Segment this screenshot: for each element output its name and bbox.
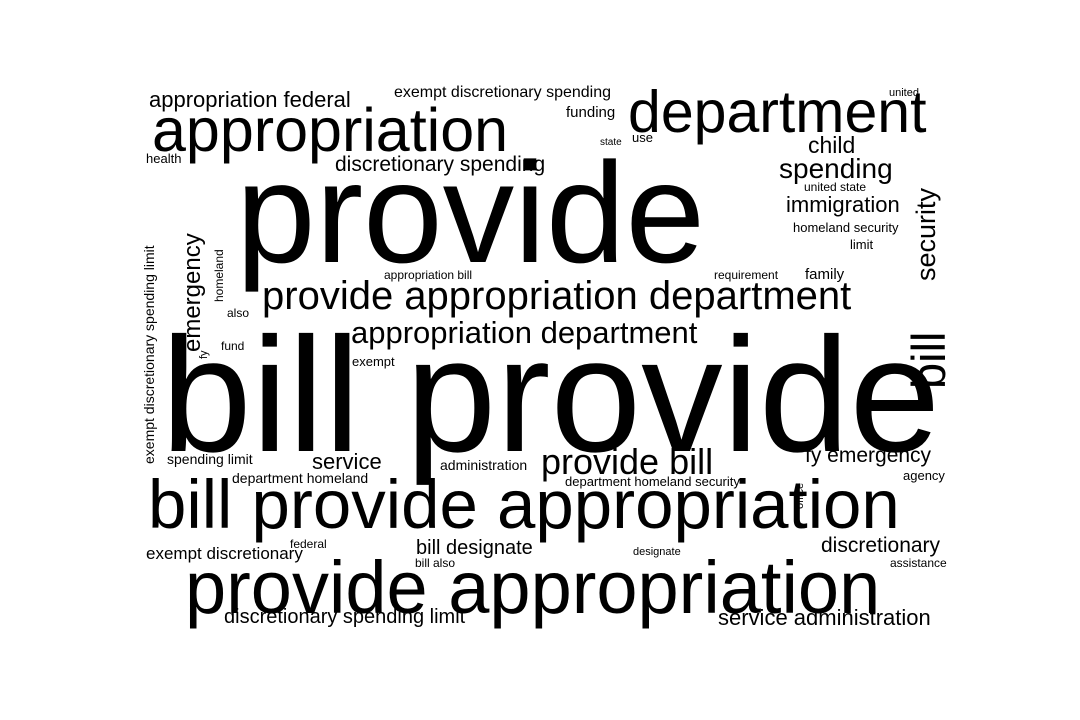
word-exempt-discretionary-spending-limit: exempt discretionary spending limit [141, 245, 157, 464]
word-emergency: emergency [179, 233, 206, 352]
word-united-state: united state [804, 180, 867, 194]
word-bill-provide-appropriation: bill provide appropriation [148, 466, 900, 543]
word-appropriation-department: appropriation department [351, 315, 698, 350]
word-exempt-discretionary: exempt discretionary [146, 544, 303, 563]
word-discretionary: discretionary [821, 534, 941, 557]
word-discretionary-spending-limit: discretionary spending limit [224, 606, 466, 628]
word-administration: administration [440, 457, 528, 473]
word-department-homeland-security: department homeland security [565, 474, 740, 489]
word-bill-provide: bill provide [161, 303, 941, 486]
word-federal: federal [290, 537, 327, 551]
word-fy: fy [198, 350, 210, 359]
word-funding: funding [566, 104, 616, 121]
word-provide-appropriation-department: provide appropriation department [262, 274, 852, 318]
word-health: health [146, 151, 182, 166]
word-department: department [628, 79, 927, 145]
word-requirement: requirement [714, 268, 779, 282]
word-immigration: immigration [786, 192, 900, 217]
word-also: also [227, 306, 250, 320]
word-homeland: homeland [212, 249, 226, 302]
word-child: child [808, 132, 856, 158]
word-bill: bill [902, 331, 955, 389]
word-fund: fund [221, 339, 245, 353]
word-exempt: exempt [352, 354, 395, 369]
word-limit: limit [850, 237, 874, 252]
word-united: united [889, 87, 919, 99]
word-fy-emergency: fy emergency [805, 444, 932, 467]
word-department-homeland: department homeland [232, 470, 369, 486]
word-appropriation-bill: appropriation bill [384, 268, 473, 282]
word-family: family [805, 266, 845, 283]
word-discretionary-spending: discretionary spending [335, 153, 546, 176]
word-appropriation: appropriation [152, 96, 509, 164]
word-service: service [312, 449, 382, 474]
word-security: security [911, 187, 941, 281]
word-service-administration: service administration [718, 605, 931, 630]
word-spending: spending [779, 153, 893, 184]
word-homeland-security: homeland security [793, 220, 899, 235]
word-provide-appropriation: provide appropriation [185, 546, 881, 629]
word-provide-bill: provide bill [541, 441, 714, 482]
word-designate: designate [633, 546, 681, 558]
word-bill-designate: bill designate [416, 537, 533, 559]
word-provide: provide [236, 134, 706, 293]
word-use: use [632, 130, 653, 145]
word-exempt-discretionary-spending: exempt discretionary spending [394, 84, 612, 101]
word-office: office [794, 482, 806, 509]
word-assistance: assistance [890, 556, 947, 570]
word-appropriation-federal: appropriation federal [149, 87, 351, 112]
word-bill-also: bill also [415, 556, 456, 570]
word-state: state [600, 137, 622, 148]
word-spending-limit: spending limit [167, 451, 253, 467]
word-agency: agency [903, 468, 945, 483]
